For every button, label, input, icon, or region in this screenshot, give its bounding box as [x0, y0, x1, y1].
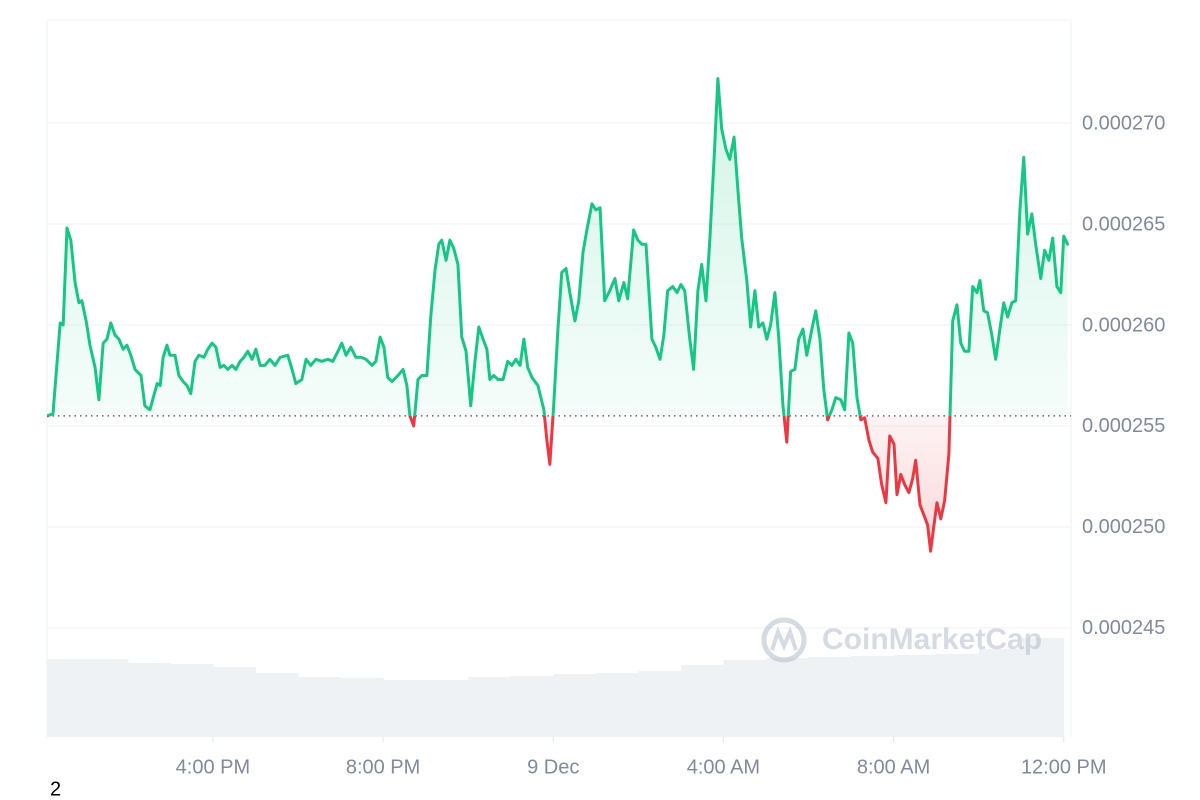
watermark-logo-mark: [770, 626, 798, 652]
volume-bar: [1021, 638, 1065, 737]
data-layer: [47, 77, 1071, 553]
volume-layer: [47, 638, 1065, 737]
y-tick-label: 0.000250: [1082, 516, 1165, 538]
volume-bar: [170, 664, 214, 737]
volume-bar: [47, 659, 86, 737]
y-tick-label: 0.000270: [1082, 112, 1165, 134]
y-tick-label: 0.000260: [1082, 314, 1165, 336]
volume-bar: [680, 665, 724, 737]
footnote: 2: [50, 778, 61, 800]
price-area: [47, 78, 1068, 552]
volume-bar: [936, 654, 980, 737]
y-tick-label: 0.000265: [1082, 213, 1165, 235]
y-tick-label: 0.000255: [1082, 415, 1165, 437]
volume-bar: [893, 655, 937, 737]
volume-bar: [340, 678, 384, 737]
volume-bar: [255, 673, 299, 737]
volume-bar: [978, 649, 1022, 737]
watermark-text: CoinMarketCap: [822, 623, 1042, 656]
x-tick-label: 8:00 PM: [346, 756, 420, 778]
volume-bar: [468, 677, 512, 737]
volume-bar: [383, 680, 427, 737]
volume-bar: [765, 658, 809, 737]
volume-bar: [212, 667, 256, 737]
volume-bar: [297, 677, 342, 737]
x-tick-label: 9 Dec: [527, 756, 579, 778]
x-tick-label: 12:00 PM: [1021, 756, 1107, 778]
volume-bar: [723, 660, 767, 737]
price-line: [47, 77, 1070, 553]
volume-bar: [85, 659, 129, 737]
x-tick-label: 4:00 AM: [687, 756, 760, 778]
x-tick-label: 4:00 PM: [176, 756, 250, 778]
volume-bar: [638, 671, 682, 737]
y-tick-label: 0.000245: [1082, 617, 1165, 639]
volume-bar: [553, 674, 597, 737]
axis-layer: 0.000245 0.000250 0.000255 0.000260 0.000265…: [176, 112, 1166, 778]
volume-bar: [808, 657, 852, 737]
watermark-logo: [761, 617, 807, 663]
watermark: CoinMarketCap: [761, 617, 1042, 663]
volume-bar: [510, 676, 554, 737]
volume-bar: [595, 673, 639, 737]
x-tick-label: 8:00 AM: [857, 756, 930, 778]
volume-bar: [127, 663, 171, 737]
volume-bar: [425, 680, 469, 737]
volume-bar: [851, 656, 895, 737]
